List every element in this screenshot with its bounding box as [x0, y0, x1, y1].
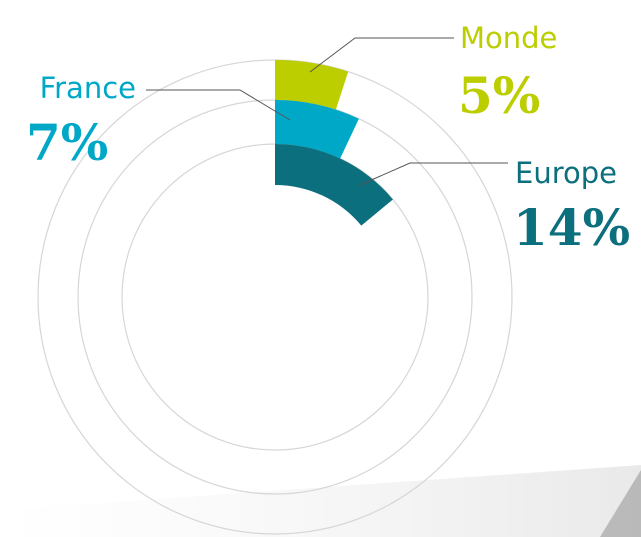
leader-line	[146, 89, 291, 121]
value-label: 5%	[458, 66, 540, 125]
value-label: 14%	[513, 198, 630, 257]
leader-line	[359, 162, 508, 186]
background-band	[0, 465, 641, 537]
category-label: Europe	[515, 156, 617, 190]
value-label: 7%	[26, 113, 108, 172]
category-label: Monde	[460, 21, 557, 55]
category-label: France	[40, 71, 136, 105]
bar	[275, 144, 393, 226]
bar	[275, 60, 349, 110]
decor	[600, 470, 641, 537]
bar	[275, 100, 359, 159]
leader-line	[309, 37, 454, 73]
